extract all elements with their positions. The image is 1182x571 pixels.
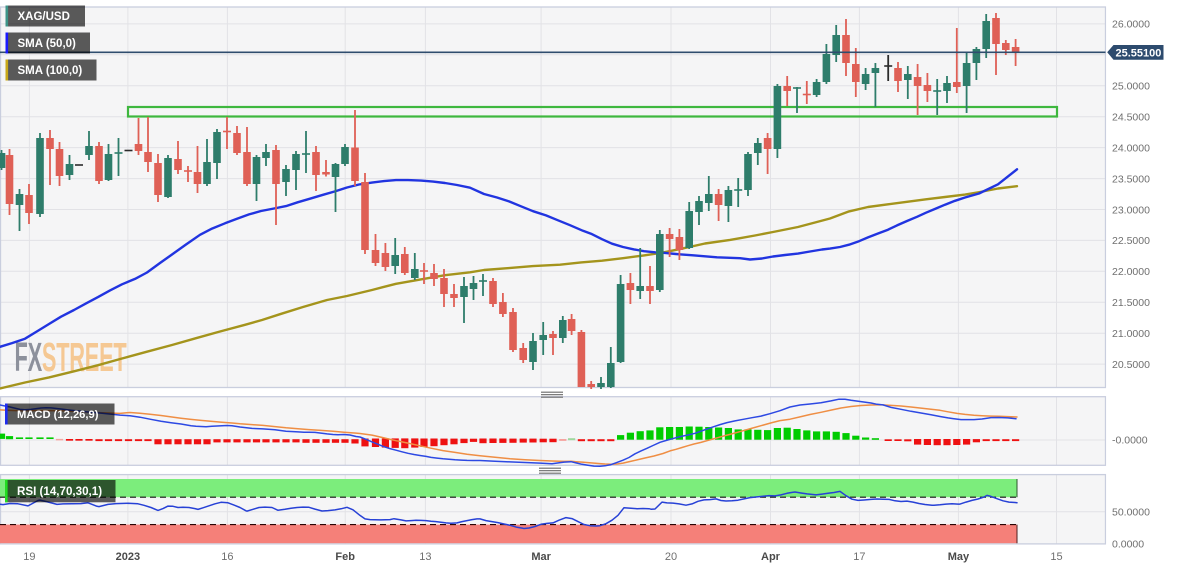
svg-text:SMA (50,0): SMA (50,0) [18, 38, 77, 50]
svg-text:Feb: Feb [335, 551, 355, 563]
svg-text:0.0000: 0.0000 [1112, 538, 1144, 550]
svg-text:-0.0000: -0.0000 [1112, 435, 1148, 447]
svg-text:SMA (100,0): SMA (100,0) [18, 65, 83, 77]
svg-text:Apr: Apr [761, 551, 781, 563]
svg-text:Mar: Mar [531, 551, 551, 563]
svg-text:21.0000: 21.0000 [1112, 328, 1150, 340]
svg-text:23.5000: 23.5000 [1112, 173, 1150, 185]
svg-text:20: 20 [665, 551, 677, 563]
svg-text:24.0000: 24.0000 [1112, 142, 1150, 154]
svg-text:25.0000: 25.0000 [1112, 81, 1150, 93]
svg-text:22.5000: 22.5000 [1112, 235, 1150, 247]
svg-text:RSI (14,70,30,1): RSI (14,70,30,1) [17, 485, 102, 498]
svg-text:MACD (12,26,9): MACD (12,26,9) [17, 409, 99, 421]
svg-text:16: 16 [221, 551, 233, 563]
svg-text:19: 19 [23, 551, 35, 563]
svg-text:20.5000: 20.5000 [1112, 359, 1150, 371]
svg-text:17: 17 [853, 551, 865, 563]
svg-text:25.55100: 25.55100 [1116, 47, 1162, 59]
svg-text:22.0000: 22.0000 [1112, 266, 1150, 278]
svg-text:May: May [948, 551, 970, 563]
svg-text:15: 15 [1050, 551, 1062, 563]
svg-text:13: 13 [419, 551, 431, 563]
svg-text:2023: 2023 [116, 551, 140, 563]
svg-text:23.0000: 23.0000 [1112, 204, 1150, 216]
svg-text:50.0000: 50.0000 [1112, 506, 1150, 518]
svg-text:21.5000: 21.5000 [1112, 297, 1150, 309]
svg-text:XAG/USD: XAG/USD [18, 11, 70, 23]
svg-text:26.0000: 26.0000 [1112, 19, 1150, 31]
svg-text:24.5000: 24.5000 [1112, 112, 1150, 124]
